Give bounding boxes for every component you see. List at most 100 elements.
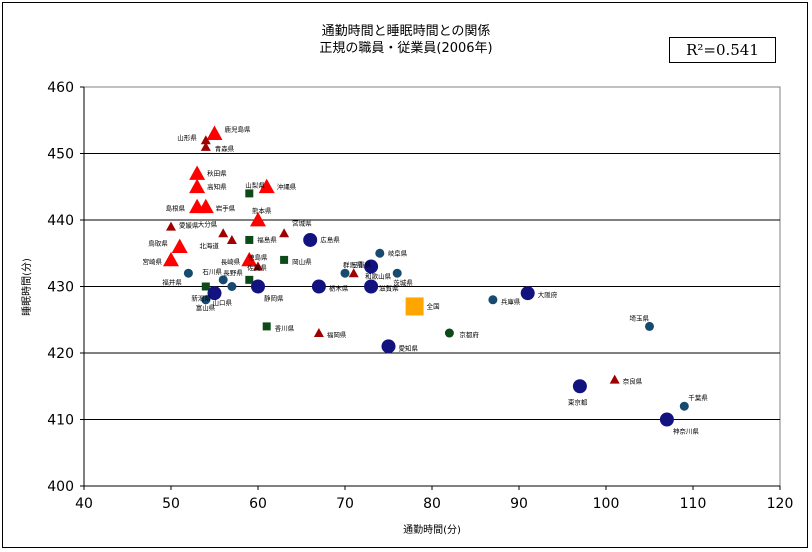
point-label: 岐阜県 (388, 248, 408, 257)
point-marker (340, 268, 350, 278)
point-marker (253, 261, 263, 271)
y-tick-label: 460 (47, 80, 74, 96)
point-marker (488, 295, 498, 305)
point-label: 長崎県 (221, 257, 241, 266)
point-label: 香川県 (275, 323, 295, 332)
point-marker (405, 297, 424, 316)
point-label: 鳥取県 (148, 239, 168, 248)
point-label: 広島県 (320, 235, 340, 244)
point-marker (201, 295, 211, 305)
point-marker (207, 286, 222, 301)
point-marker (171, 238, 188, 253)
point-label: 高知県 (207, 182, 227, 191)
y-tick-label: 400 (47, 479, 74, 495)
point-label: 大阪府 (538, 290, 558, 299)
point-label: 滋賀県 (379, 284, 399, 293)
point-marker (381, 339, 396, 354)
y-tick-label: 430 (47, 280, 74, 296)
y-axis-ticks: 400 410 420 430 440 450 460 (47, 80, 85, 495)
point-marker (311, 279, 326, 294)
point-label: 熊本県 (252, 206, 272, 215)
point-label: 静岡県 (264, 294, 284, 303)
point-label: 新潟県 (191, 294, 211, 303)
y-tick-label: 450 (47, 147, 74, 163)
point-marker (279, 228, 290, 238)
point-marker (645, 321, 654, 331)
point-label: 茨城県 (393, 278, 413, 287)
x-tick-label: 60 (249, 496, 267, 512)
point-label: 群馬県 (343, 260, 363, 269)
x-tick-label: 120 (767, 496, 794, 512)
point-label: 宮城県 (292, 218, 312, 227)
point-marker (659, 412, 674, 427)
point-marker (226, 234, 237, 244)
point-label: 埼玉県 (630, 313, 650, 322)
point-label: 佐賀県 (247, 263, 267, 272)
x-tick-label: 90 (510, 496, 528, 512)
chart-title: 通勤時間と睡眠時間との関係 (321, 24, 491, 39)
point-marker (520, 286, 535, 301)
data-points (163, 125, 689, 427)
point-label: 東京都 (568, 397, 588, 406)
point-label: 岩手県 (216, 204, 236, 213)
point-marker (218, 275, 228, 285)
x-tick-label: 50 (162, 496, 180, 512)
point-marker (444, 328, 454, 338)
point-label: 沖縄県 (277, 182, 297, 191)
point-marker (392, 268, 402, 278)
point-label: 岡山県 (292, 257, 312, 266)
point-label: 島根県 (166, 204, 186, 213)
y-tick-label: 410 (47, 413, 74, 429)
point-label: 秋田県 (207, 168, 227, 177)
x-tick-label: 70 (336, 496, 354, 512)
point-marker (245, 275, 254, 284)
point-marker (189, 178, 206, 194)
point-label: 徳島県 (248, 253, 268, 262)
point-marker (251, 279, 265, 294)
point-marker (245, 189, 254, 198)
point-label: 愛媛県 (179, 221, 199, 230)
point-label: 京都府 (459, 330, 479, 339)
point-marker (364, 279, 379, 294)
point-label: 山梨県 (245, 180, 265, 189)
point-label: 石川県 (202, 268, 222, 276)
point-marker (250, 212, 266, 227)
point-label: 北海道 (199, 241, 219, 250)
point-marker (183, 268, 193, 278)
point-label: 千葉県 (688, 393, 708, 402)
point-label: 神奈川県 (673, 427, 700, 436)
point-marker (163, 251, 179, 267)
point-marker (262, 322, 271, 331)
y-tick-label: 440 (47, 213, 74, 229)
point-marker (189, 165, 206, 180)
r-squared-box: R²=0.541 (669, 37, 776, 63)
y-tick-label: 420 (47, 346, 74, 362)
gridlines (84, 153, 780, 420)
x-axis-label: 通勤時間(分) (403, 523, 461, 536)
point-marker (241, 251, 258, 267)
point-label: 山形県 (177, 133, 197, 142)
point-label: 福岡県 (327, 330, 347, 339)
chart-subtitle: 正規の職員・従業員(2006年) (319, 41, 493, 56)
point-marker (280, 255, 289, 264)
point-label: 長野県 (223, 269, 243, 277)
x-tick-label: 110 (680, 496, 707, 512)
point-label: 鹿児島県 (225, 125, 252, 134)
point-marker (206, 125, 223, 140)
point-label: 和歌山県 (365, 272, 392, 281)
point-marker (572, 379, 587, 394)
y-axis-label: 睡眠時間(分) (20, 258, 33, 316)
point-marker (201, 282, 210, 291)
point-marker (348, 268, 359, 278)
point-label: 兵庫県 (501, 297, 521, 306)
point-marker (364, 259, 379, 274)
point-label: 山口県 (213, 298, 233, 307)
x-tick-label: 80 (423, 496, 441, 512)
point-marker (166, 221, 176, 231)
point-label: 奈良県 (623, 377, 643, 386)
point-label: 全国 (427, 301, 440, 310)
point-label: 青森県 (215, 144, 235, 153)
point-marker (200, 135, 211, 145)
